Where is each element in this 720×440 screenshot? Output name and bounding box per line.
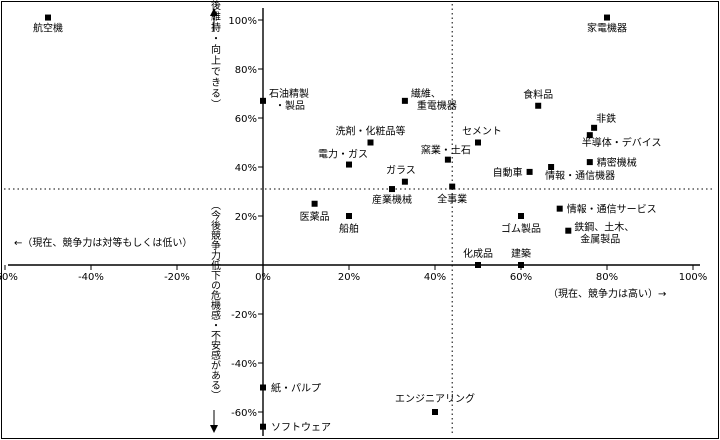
data-point-marker xyxy=(346,213,352,219)
data-point-marker xyxy=(260,97,266,104)
y-negative-arrow-head xyxy=(210,425,218,433)
data-point-marker xyxy=(586,159,593,166)
y-tick-label: 20% xyxy=(235,212,257,223)
y-positive-arrow-head xyxy=(210,8,218,16)
point-label: セメント xyxy=(462,126,502,138)
point-label: 紙・パルプ xyxy=(271,382,321,395)
point-label: 建築 xyxy=(511,247,531,260)
x-tick-label: 100% xyxy=(679,272,708,283)
point-label: ゴム製品 xyxy=(501,222,541,235)
x-tick-label: 20% xyxy=(338,272,360,283)
x-positive-annotation: （現在、競争力は高い）→ xyxy=(548,287,666,300)
point-label: 石油精製・製品 xyxy=(269,87,309,112)
point-label: 半導体・デバイス xyxy=(582,136,662,149)
point-label: 非鉄 xyxy=(596,112,616,125)
data-point-marker xyxy=(346,161,352,168)
data-point-marker xyxy=(449,183,456,190)
y-tick-label: 100% xyxy=(228,16,257,27)
point-label: 情報・通信サービス xyxy=(567,203,657,216)
data-point-marker xyxy=(526,168,533,175)
data-point-marker xyxy=(260,384,266,391)
point-label: 医薬品 xyxy=(300,211,330,223)
data-point-marker xyxy=(535,102,542,109)
data-point-marker xyxy=(432,409,438,415)
reference-lines xyxy=(4,4,714,436)
x-tick-label: 60% xyxy=(510,272,532,283)
data-point-marker xyxy=(475,262,481,268)
data-point-marker xyxy=(518,213,524,219)
x-tick-label: -60% xyxy=(0,272,18,283)
point-label: ソフトウェア xyxy=(271,422,331,434)
x-tick-label: -40% xyxy=(78,272,104,283)
annotations: ←（現在、競争力は対等もしくは低い） （現在、競争力は高い）→ （今後維持・向上でき… xyxy=(14,0,666,433)
data-point-marker xyxy=(401,178,408,185)
data-point-marker xyxy=(401,97,408,104)
data-point-marker xyxy=(586,132,593,139)
y-negative-annotation: （今後競争力低下の危機感・不安感がある） xyxy=(209,200,221,400)
point-label: ガラス xyxy=(386,165,416,177)
point-label: 食料品 xyxy=(523,88,553,101)
point-label: エンジニアリング xyxy=(395,392,475,405)
point-label: 繊維、重電機器 xyxy=(411,87,457,112)
tick-labels: -60% -40% -20% 0% 20% 40% 60% 80% 100% 100% 80% 60%… xyxy=(0,16,707,419)
point-label-line: 繊維、 xyxy=(411,87,441,100)
y-tick-label: -60% xyxy=(231,408,257,419)
point-label: 鉄鋼、土木、金属製品 xyxy=(574,221,634,246)
data-point-marker xyxy=(45,14,51,21)
data-points xyxy=(45,14,610,430)
point-label: 精密機械 xyxy=(597,156,637,169)
x-tick-label: -20% xyxy=(164,272,190,283)
y-tick-label: 40% xyxy=(235,163,257,174)
point-label: 窯業・土石 xyxy=(421,144,471,157)
data-point-marker xyxy=(389,186,395,193)
point-label: 情報・通信機器 xyxy=(545,169,615,182)
point-label-line: 重電機器 xyxy=(417,99,457,112)
point-label: 船舶 xyxy=(339,222,359,235)
point-label: 産業機械 xyxy=(372,193,412,206)
x-negative-annotation: ←（現在、競争力は対等もしくは低い） xyxy=(14,236,192,249)
data-point-marker xyxy=(556,205,563,212)
point-label: 電力・ガス xyxy=(318,148,368,161)
data-point-marker xyxy=(591,124,598,131)
point-label: 化成品 xyxy=(463,247,493,260)
x-tick-label: 80% xyxy=(596,272,618,283)
y-tick-label: 60% xyxy=(235,114,257,125)
point-label: 自動車 xyxy=(493,166,523,179)
point-label: 航空機 xyxy=(33,22,63,35)
y-tick-label: -20% xyxy=(231,310,257,321)
point-label: 家電機器 xyxy=(587,22,627,35)
point-label-line: 石油精製 xyxy=(269,87,309,100)
y-tick-label: 80% xyxy=(235,65,257,76)
data-point-marker xyxy=(367,139,374,146)
data-point-marker xyxy=(565,227,572,234)
data-point-marker xyxy=(311,200,318,207)
data-point-marker xyxy=(475,139,481,146)
data-point-marker xyxy=(604,14,610,21)
data-point-marker xyxy=(260,423,266,430)
point-label: 洗剤・化粧品等 xyxy=(336,125,406,138)
data-point-marker xyxy=(548,164,555,170)
point-label-line: 金属製品 xyxy=(580,233,620,246)
data-point-marker xyxy=(518,262,524,268)
point-label-line: 鉄鋼、土木、 xyxy=(574,221,634,234)
data-point-marker xyxy=(444,156,451,163)
y-tick-label: -40% xyxy=(231,359,257,370)
x-tick-label: 0% xyxy=(255,272,271,283)
point-label-line: ・製品 xyxy=(275,99,305,112)
y-positive-annotation: （今後維持・向上できる） xyxy=(209,0,221,110)
point-label: 全事業 xyxy=(437,193,467,206)
x-tick-label: 40% xyxy=(424,272,446,283)
